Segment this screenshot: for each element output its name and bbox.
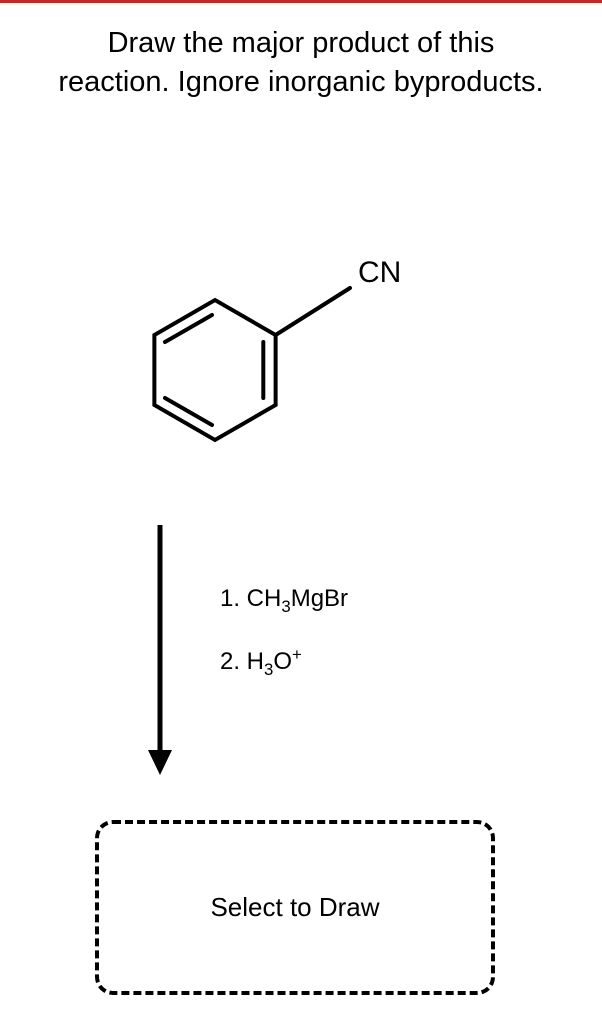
accent-line xyxy=(0,0,602,3)
page-root: Draw the major product of this reaction.… xyxy=(0,0,602,1030)
benzonitrile-structure: CN xyxy=(120,240,460,480)
benzene-db3 xyxy=(165,315,212,342)
reagent-line-2: 2. H3O+ xyxy=(220,645,348,680)
answer-placeholder: Select to Draw xyxy=(210,892,379,923)
reagent1-tail: MgBr xyxy=(291,585,348,612)
substituent-bond xyxy=(276,288,350,335)
benzene-ring xyxy=(154,300,275,440)
arrow-head xyxy=(148,750,172,775)
reaction-arrow xyxy=(130,520,190,780)
question-text: Draw the major product of this reaction.… xyxy=(50,24,552,102)
reagent1-prefix: 1. CH xyxy=(220,585,281,612)
reagent2-prefix: 2. H xyxy=(220,648,264,675)
reagent-line-1: 1. CH3MgBr xyxy=(220,585,348,617)
reagent2-mid: O xyxy=(273,648,292,675)
answer-draw-area[interactable]: Select to Draw xyxy=(95,820,495,995)
reagent1-sub: 3 xyxy=(281,597,290,616)
cn-label: CN xyxy=(358,256,401,289)
benzene-db2 xyxy=(165,398,212,425)
reagent2-sub: 3 xyxy=(264,660,273,679)
benzene-hexagon xyxy=(154,300,275,440)
reagent2-sup: + xyxy=(292,645,302,664)
reagents-block: 1. CH3MgBr 2. H3O+ xyxy=(220,585,348,708)
